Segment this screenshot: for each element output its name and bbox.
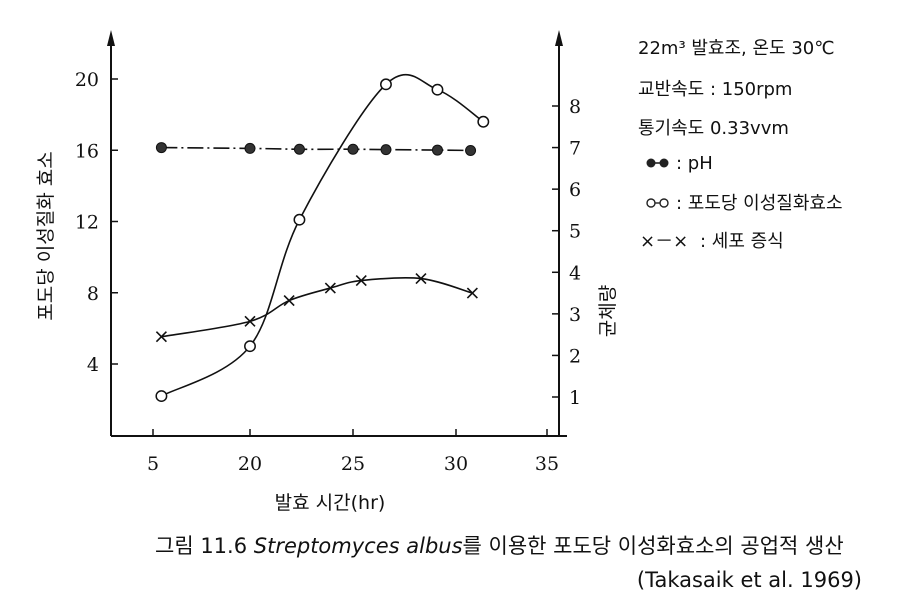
x-axis-label: 발효 시간(hr) [275,492,386,514]
right-tick-label: 1 [569,387,581,409]
data-point [465,144,477,156]
series-line [161,73,484,397]
right-axis-ticks: 1 2 3 4 5 6 7 8 [552,96,581,409]
right-tick-label: 4 [569,262,581,284]
legend-agitation: 교반속도 : 150rpm [638,79,792,100]
right-tick-label: 7 [569,138,581,160]
x-tick-label: 25 [341,453,365,475]
right-tick-label: 5 [569,221,581,243]
data-point [293,213,306,226]
data-point-stroke [324,282,336,294]
legend-enzyme-marker-1 [646,198,656,208]
legend-ph-label: : pH [676,153,713,174]
x-tick-label: 30 [444,453,468,475]
data-point [380,78,392,91]
data-point [431,144,443,156]
data-point [155,331,167,343]
data-point [355,275,367,287]
left-tick-label: 8 [87,283,99,305]
caption-prefix: 그림 11.6 [155,534,254,558]
series-enzyme [155,73,490,403]
legend-aeration: 통기속도 0.33vvm [638,118,789,139]
legend-ph-marker-1 [646,158,656,168]
data-point [244,315,256,327]
left-tick-label: 4 [87,354,99,376]
x-axis-ticks: 5 20 25 30 35 [147,429,559,475]
legend-cell-marker: ×－× [640,231,688,252]
data-point-stroke [466,287,478,299]
left-tick-label: 20 [75,69,99,91]
series-layer [155,73,490,403]
series-cell-growth [155,272,478,343]
right-axis-arrow [555,30,563,46]
axes [107,30,567,437]
data-point [293,143,305,155]
caption-suffix: 를 이용한 포도당 이성화효소의 공업적 생산 [463,534,844,558]
data-point-stroke [155,331,167,343]
series-line [161,276,473,338]
right-tick-label: 2 [569,345,581,367]
data-point [347,143,359,155]
data-point [244,142,256,154]
data-point-stroke [355,275,367,287]
right-tick-label: 8 [569,96,581,118]
left-tick-label: 12 [75,212,99,234]
data-point [477,115,490,128]
legend-enzyme-marker-2 [659,198,669,208]
figure-caption: 그림 11.6 Streptomyces albus를 이용한 포도당 이성화효… [155,534,844,558]
left-axis-label: 포도당 이성질화 효소 [35,151,57,320]
data-point [431,83,444,96]
data-point [244,340,256,353]
series-line [161,146,471,152]
x-tick-label: 20 [238,453,262,475]
data-point-stroke [415,272,427,285]
data-point [324,282,336,294]
data-point [155,390,168,403]
legend-fermenter: 22m³ 발효조, 온도 30℃ [638,38,834,59]
data-point-stroke [244,315,256,327]
caption-species: Streptomyces albus [254,534,463,558]
data-point [155,142,167,154]
series-ph [155,142,477,156]
data-point [380,144,392,156]
legend-cell-label: : 세포 증식 [700,231,784,252]
right-tick-label: 3 [569,304,581,326]
legend-ph-marker-2 [659,158,669,168]
data-point-stroke [283,294,295,307]
caption-source: (Takasaik et al. 1969) [637,568,862,592]
x-tick-label: 5 [147,453,159,475]
right-axis-label: 균체량 [597,285,619,337]
right-tick-label: 6 [569,179,581,201]
legend-enzyme-label: : 포도당 이성질화효소 [676,193,843,214]
legend: 22m³ 발효조, 온도 30℃ 교반속도 : 150rpm 통기속도 0.33… [638,38,843,252]
data-point [466,287,478,299]
left-axis-arrow [107,30,115,46]
data-point [283,294,295,307]
x-tick-label: 35 [535,453,559,475]
data-point [415,272,427,285]
left-axis-ticks: 4 8 12 16 20 [75,69,118,376]
left-tick-label: 16 [75,140,99,162]
